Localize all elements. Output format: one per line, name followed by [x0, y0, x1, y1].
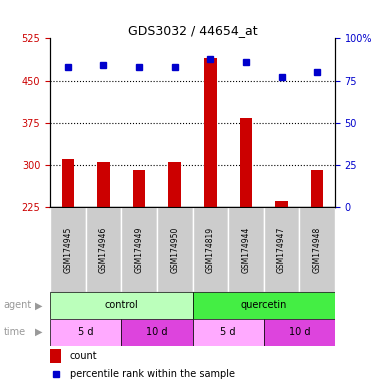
Text: quercetin: quercetin — [241, 300, 287, 310]
Text: time: time — [4, 327, 26, 337]
Text: GSM174948: GSM174948 — [313, 227, 321, 273]
Text: GSM174945: GSM174945 — [64, 227, 72, 273]
Text: ▶: ▶ — [35, 300, 42, 310]
Bar — [133, 170, 145, 207]
Bar — [50, 292, 192, 319]
Bar — [62, 159, 74, 207]
Text: GSM174819: GSM174819 — [206, 227, 215, 273]
Bar — [228, 207, 264, 292]
Text: 5 d: 5 d — [220, 327, 236, 337]
Bar — [264, 207, 300, 292]
Text: GSM174949: GSM174949 — [135, 227, 144, 273]
Bar — [204, 58, 216, 207]
Text: 10 d: 10 d — [146, 327, 167, 337]
Text: GSM174946: GSM174946 — [99, 227, 108, 273]
Text: GSM174950: GSM174950 — [170, 227, 179, 273]
Text: agent: agent — [4, 300, 32, 310]
Text: 5 d: 5 d — [78, 327, 94, 337]
Bar — [85, 207, 121, 292]
Text: control: control — [104, 300, 138, 310]
Title: GDS3032 / 44654_at: GDS3032 / 44654_at — [128, 24, 257, 37]
Text: GSM174947: GSM174947 — [277, 227, 286, 273]
Text: count: count — [70, 351, 98, 361]
Text: GSM174944: GSM174944 — [241, 227, 250, 273]
Bar — [264, 319, 335, 346]
Bar — [192, 319, 264, 346]
Bar — [311, 170, 323, 207]
Bar — [50, 319, 121, 346]
Bar — [240, 118, 252, 207]
Bar — [121, 319, 192, 346]
Bar — [50, 349, 62, 363]
Bar — [192, 207, 228, 292]
Text: percentile rank within the sample: percentile rank within the sample — [70, 369, 235, 379]
Bar — [300, 207, 335, 292]
Text: 10 d: 10 d — [289, 327, 310, 337]
Text: ▶: ▶ — [35, 327, 42, 337]
Bar — [169, 162, 181, 207]
Bar — [50, 207, 85, 292]
Bar — [97, 162, 110, 207]
Bar — [157, 207, 192, 292]
Bar — [192, 292, 335, 319]
Bar — [275, 200, 288, 207]
Bar — [121, 207, 157, 292]
